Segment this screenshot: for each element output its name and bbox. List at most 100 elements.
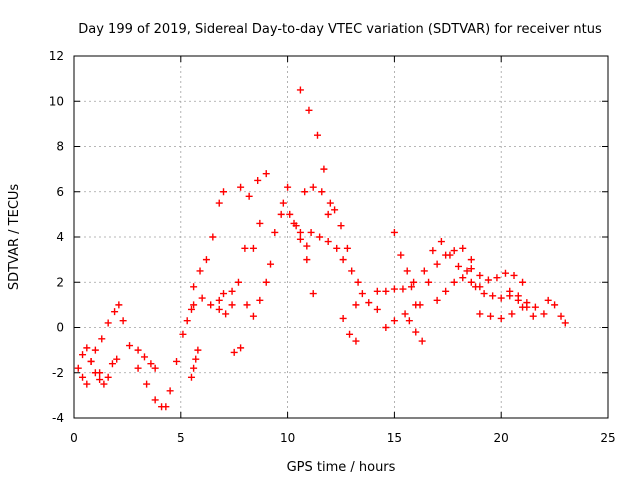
data-point	[450, 278, 458, 286]
data-point	[320, 165, 328, 173]
series-a04	[119, 317, 166, 411]
data-point	[343, 244, 351, 252]
data-point	[358, 290, 366, 298]
data-point	[279, 199, 287, 207]
data-point	[450, 247, 458, 255]
series-a07	[187, 346, 202, 381]
y-tick-label: -2	[52, 366, 64, 380]
data-point	[100, 380, 108, 388]
data-point	[91, 346, 99, 354]
data-point	[305, 106, 313, 114]
data-point	[437, 238, 445, 246]
data-point	[277, 210, 285, 218]
data-point	[390, 317, 398, 325]
data-point	[190, 283, 198, 291]
y-tick-label: 0	[56, 321, 64, 335]
series-a27	[416, 244, 475, 309]
data-point	[198, 294, 206, 302]
data-point	[399, 285, 407, 293]
data-point	[307, 228, 315, 236]
data-point	[309, 290, 317, 298]
data-point	[352, 337, 360, 345]
data-point	[487, 312, 495, 320]
data-point	[309, 183, 317, 191]
data-point	[108, 360, 116, 368]
data-point	[207, 301, 215, 309]
data-point	[316, 233, 324, 241]
data-point	[416, 301, 424, 309]
y-axis-label: SDTVAR / TECUs	[7, 184, 22, 291]
series-a24	[390, 228, 418, 286]
data-point	[314, 131, 322, 139]
data-point	[467, 256, 475, 264]
data-point	[230, 348, 238, 356]
data-point	[194, 346, 202, 354]
data-point	[256, 296, 264, 304]
data-point	[348, 267, 356, 275]
data-point	[147, 360, 155, 368]
data-point	[228, 301, 236, 309]
x-tick-label: 15	[387, 431, 402, 445]
data-point	[296, 228, 304, 236]
data-point	[425, 278, 433, 286]
data-point	[382, 324, 390, 331]
data-point	[151, 396, 159, 404]
data-point	[508, 310, 516, 318]
data-point	[429, 247, 437, 255]
chart-title: Day 199 of 2019, Sidereal Day-to-day VTE…	[78, 22, 602, 37]
data-point	[506, 287, 514, 295]
series-a14	[271, 183, 292, 236]
data-point	[446, 251, 454, 259]
data-point	[104, 319, 112, 327]
x-tick-label: 20	[494, 431, 509, 445]
data-point	[459, 244, 467, 252]
data-point	[215, 305, 223, 313]
data-point	[519, 303, 527, 311]
series-a12	[237, 170, 270, 200]
data-point	[433, 260, 441, 268]
axis-ticks: 0 5 10 15 20 25 -4 -2 0 2 4 6 8 10 12	[49, 49, 616, 445]
y-tick-label: 10	[49, 94, 64, 108]
data-point	[96, 376, 104, 384]
series-a28	[420, 238, 471, 275]
data-point	[215, 199, 223, 207]
data-point	[162, 403, 170, 411]
data-point	[166, 387, 174, 395]
series-a25	[382, 301, 420, 331]
x-tick-label: 0	[70, 431, 78, 445]
series-a05	[134, 346, 159, 372]
data-point	[228, 287, 236, 295]
series-a33	[506, 287, 548, 318]
data-point	[98, 335, 106, 343]
data-point	[510, 271, 518, 279]
data-point	[472, 283, 480, 291]
series-a09	[190, 283, 236, 309]
data-point	[476, 271, 484, 279]
series-a29	[433, 274, 484, 304]
data-point	[202, 256, 210, 264]
data-point	[476, 310, 484, 318]
data-point	[514, 292, 522, 300]
series-a01	[74, 344, 104, 384]
data-point	[493, 274, 501, 282]
data-point	[303, 242, 311, 250]
data-points	[74, 86, 569, 411]
data-point	[290, 219, 298, 227]
data-point	[467, 265, 475, 273]
data-point	[333, 244, 341, 252]
data-point	[243, 301, 251, 309]
series-a03	[96, 355, 121, 388]
data-point	[407, 283, 415, 291]
data-point	[79, 351, 87, 359]
series-a17	[296, 86, 332, 218]
data-point	[561, 319, 569, 327]
data-point	[540, 310, 548, 318]
data-point	[463, 267, 471, 275]
series-a30	[467, 265, 527, 286]
series-a08	[190, 188, 228, 309]
data-point	[403, 267, 411, 275]
plot-frame	[73, 55, 609, 419]
data-point	[209, 233, 217, 241]
data-point	[262, 278, 270, 286]
data-point	[410, 278, 418, 286]
